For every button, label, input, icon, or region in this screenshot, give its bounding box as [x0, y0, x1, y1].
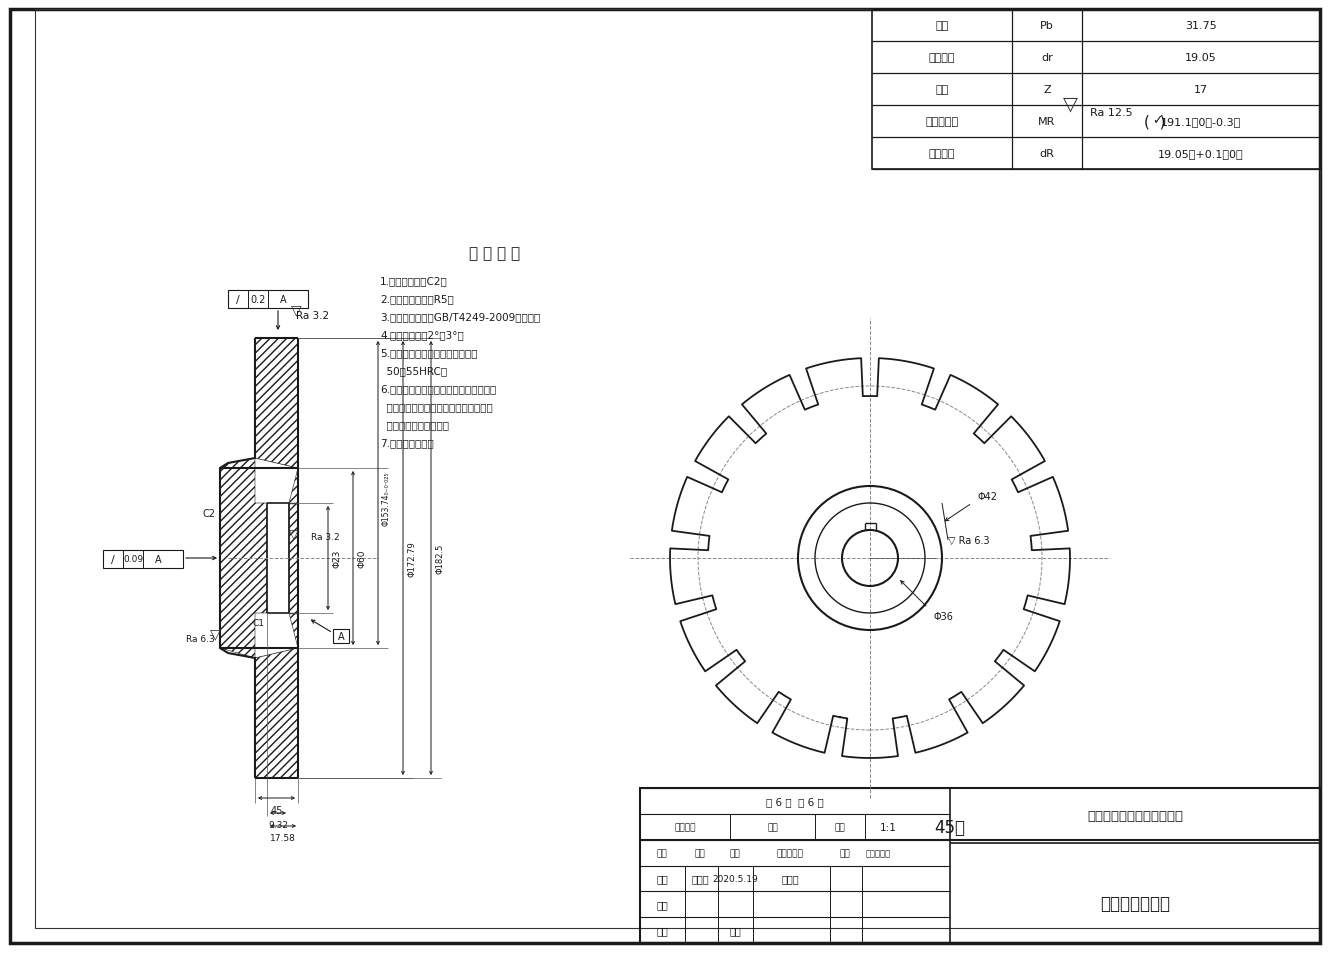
Text: Φ153.74₀₋₀⋅₀₂₅: Φ153.74₀₋₀⋅₀₂₅	[382, 471, 391, 526]
Bar	[640, 788, 1319, 943]
Bar	[227, 291, 309, 309]
Text: 量柱测量距: 量柱测量距	[926, 117, 959, 127]
Text: 工艺: 工艺	[656, 925, 668, 935]
Text: 比例: 比例	[835, 822, 846, 831]
Text: 1:1: 1:1	[879, 821, 896, 832]
Text: ▽: ▽	[291, 303, 302, 316]
Text: Φ23: Φ23	[332, 549, 340, 568]
Text: 武建伟: 武建伟	[692, 874, 709, 883]
Text: ▽: ▽	[1063, 95, 1077, 113]
Text: 5.零件经淣火处理后，硬度应达到: 5.零件经淣火处理后，硬度应达到	[380, 348, 477, 357]
Text: 设计: 设计	[656, 874, 668, 883]
Text: Pb: Pb	[1040, 21, 1053, 30]
Text: 审核: 审核	[656, 900, 668, 909]
Text: 45: 45	[270, 805, 283, 815]
Text: 19.05: 19.05	[1185, 53, 1217, 63]
Text: dR: dR	[1040, 149, 1055, 159]
Text: 1.未注倒角均为C2。: 1.未注倒角均为C2。	[380, 275, 448, 286]
Text: 9.32: 9.32	[269, 821, 289, 829]
Text: (  ): ( )	[1144, 114, 1166, 130]
Text: 横移链轮零件图: 横移链轮零件图	[1100, 894, 1170, 912]
Text: 191.1（0，-0.3）: 191.1（0，-0.3）	[1161, 117, 1241, 127]
Text: 技 术 要 求: 技 术 要 求	[469, 246, 520, 261]
Text: Ra 3.2: Ra 3.2	[297, 311, 330, 320]
Bar	[872, 10, 1319, 170]
Bar	[102, 551, 184, 568]
Text: 19.05（+0.1，0）: 19.05（+0.1，0）	[1158, 149, 1244, 159]
Text: 欠铸、机械损伤等）。: 欠铸、机械损伤等）。	[380, 419, 450, 430]
Text: Φ60: Φ60	[356, 549, 366, 568]
Text: A: A	[338, 631, 344, 641]
Text: A: A	[279, 294, 286, 305]
Text: 标准化: 标准化	[781, 874, 799, 883]
Text: 0.2: 0.2	[250, 294, 266, 305]
Text: 更改文件号: 更改文件号	[777, 848, 803, 857]
Text: Z: Z	[1043, 85, 1051, 95]
Text: 31.75: 31.75	[1185, 21, 1217, 30]
Text: ▽: ▽	[289, 527, 299, 540]
Text: ▽: ▽	[210, 626, 221, 640]
Text: 7.去除毛刺飞边。: 7.去除毛刺飞边。	[380, 437, 434, 448]
Text: Ra 3.2: Ra 3.2	[311, 532, 339, 541]
Polygon shape	[219, 458, 267, 659]
Text: MR: MR	[1039, 117, 1056, 127]
Text: 重量: 重量	[767, 822, 778, 831]
Text: 17.58: 17.58	[270, 833, 297, 842]
Text: 共 6 张  第 6 张: 共 6 张 第 6 张	[766, 796, 823, 806]
Text: C2: C2	[202, 509, 215, 518]
Text: 签名: 签名	[839, 848, 850, 857]
Text: 滚子直径: 滚子直径	[928, 53, 955, 63]
Text: 齿数: 齿数	[935, 85, 948, 95]
Polygon shape	[289, 469, 298, 648]
Text: 2020.5.19: 2020.5.19	[712, 874, 758, 883]
Text: Φ36: Φ36	[934, 612, 952, 621]
Text: 河北农业大学机电工程学院: 河北农业大学机电工程学院	[1087, 809, 1182, 822]
Text: 6.铸件表面上不允许有冷隔、裂纹、缩孔: 6.铸件表面上不允许有冷隔、裂纹、缩孔	[380, 384, 496, 394]
Polygon shape	[255, 648, 298, 779]
Text: Φ182.5: Φ182.5	[435, 543, 444, 574]
Text: 阶段标记: 阶段标记	[674, 822, 696, 831]
Bar	[332, 629, 348, 643]
Text: 处数: 处数	[694, 848, 705, 857]
Text: Ra 6.3: Ra 6.3	[186, 634, 215, 643]
Polygon shape	[255, 338, 298, 469]
Text: Ra 12.5: Ra 12.5	[1091, 108, 1133, 118]
Text: 量柱直径: 量柱直径	[928, 149, 955, 159]
Text: 50～55HRC。: 50～55HRC。	[380, 366, 447, 375]
Text: 3.未注公差原则按GB/T4249-2009的要求。: 3.未注公差原则按GB/T4249-2009的要求。	[380, 312, 540, 322]
Text: 标记: 标记	[657, 848, 668, 857]
Text: Φ42: Φ42	[978, 492, 998, 501]
Text: A: A	[154, 555, 161, 564]
Text: ▽ Ra 6.3: ▽ Ra 6.3	[948, 536, 990, 545]
Text: 年、月、日: 年、月、日	[866, 848, 891, 857]
Text: 4.未注拔模斜度2°～3°；: 4.未注拔模斜度2°～3°；	[380, 330, 464, 339]
Text: 批准: 批准	[729, 925, 741, 935]
Text: 节距: 节距	[935, 21, 948, 30]
Text: 17: 17	[1194, 85, 1208, 95]
Text: /: /	[112, 555, 114, 564]
Text: C1: C1	[251, 618, 263, 628]
Text: ✓: ✓	[1152, 114, 1162, 128]
Text: 0.09: 0.09	[122, 555, 144, 564]
Text: 分区: 分区	[730, 848, 741, 857]
Text: 2.未注圆角半径为R5。: 2.未注圆角半径为R5。	[380, 294, 454, 304]
Text: 45钓: 45钓	[935, 818, 966, 836]
Text: /: /	[237, 294, 239, 305]
Text: Φ172.79: Φ172.79	[407, 540, 416, 577]
Text: 和穿透性缺陷及严重的残缺类缺陷（如: 和穿透性缺陷及严重的残缺类缺陷（如	[380, 401, 492, 412]
Text: dr: dr	[1041, 53, 1053, 63]
